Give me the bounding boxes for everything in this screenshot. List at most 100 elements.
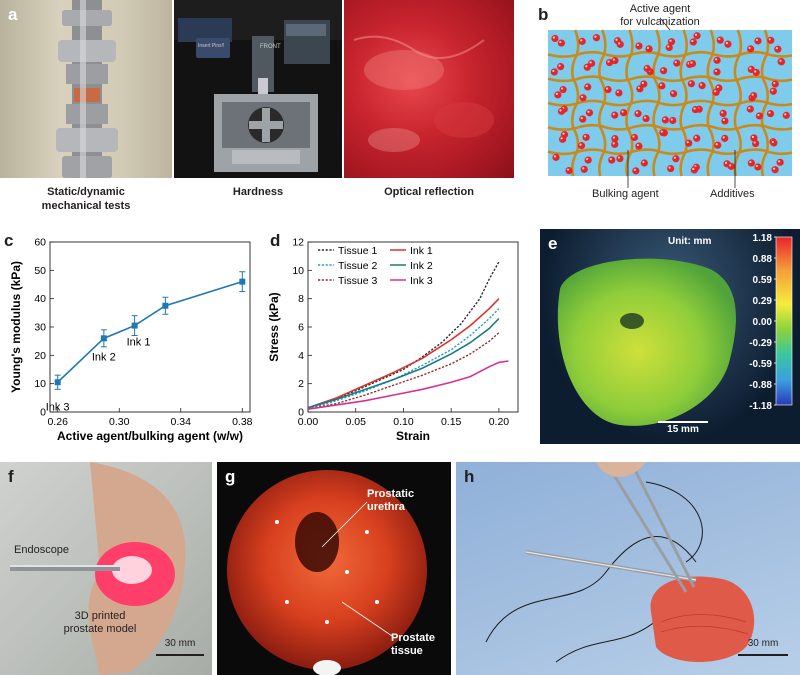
test-rig-image [56,0,118,178]
particle-highlight [686,141,689,144]
ink-annotation: Ink 3 [46,401,70,413]
series-line-tissue-3 [307,332,500,410]
x-tick-label: 0.38 [232,416,253,428]
scale-bar-f [156,654,204,656]
particle-highlight [768,38,771,41]
additive-particle [727,162,735,170]
particle-highlight [580,95,584,98]
ink-annotation: Ink 1 [127,337,151,349]
additive-particle [750,134,758,142]
additive-particle [552,153,560,161]
particle-highlight [579,143,582,146]
additive-particle [640,159,648,167]
network-strand [547,123,793,131]
y-axis-label: Young's modulus (kPa) [9,261,23,393]
additive-particle [559,85,567,94]
particle-highlight [722,118,726,122]
particle-highlight [633,168,636,171]
particle-highlight [718,38,721,41]
endoscope-demo-photo: f Endoscope 3D printed prostate model 30… [0,462,212,675]
additive-particle [630,133,639,142]
particle-highlight [722,136,725,139]
particle-highlight [612,58,616,61]
y-tick-label: 0 [40,407,46,419]
colorbar-tick-label: -0.59 [749,359,772,370]
additive-particle [608,156,616,164]
additive-particle [750,91,758,100]
additive-particle [578,37,586,45]
additive-particle [752,68,760,77]
x-axis-label: Active agent/bulking agent (w/w) [57,429,243,443]
particle-highlight [552,69,555,73]
additive-particle [685,139,693,147]
particle-highlight [716,85,719,89]
prostate-tissue-label: Prostate tissue [391,632,436,658]
particle-highlight [670,118,673,121]
additive-particle [640,80,648,88]
x-tick-label: 0.00 [298,416,319,428]
particle-highlight [637,86,640,89]
x-tick-label: 0.05 [346,416,367,428]
colorbar-tick-label: 0.59 [753,275,773,286]
additive-particle [698,82,706,90]
particle-highlight [699,83,703,86]
panel-label-f: f [8,467,14,486]
additive-particle [713,68,721,76]
series-line [57,280,243,383]
panel-label-b: b [538,5,549,24]
plot-frame [49,241,251,413]
vulcanization-diagram [547,17,793,188]
particle-highlight [585,84,588,88]
additive-particle [643,64,651,73]
particle-highlight [555,92,558,95]
particle-highlight [751,93,754,96]
panel-label-g: g [225,467,236,486]
colorbar: 1.18 0.88 0.59 0.29 0.00 -0.29 -0.59 -0.88 -1.18 [749,233,793,412]
y-tick-label: 2 [298,378,304,390]
particle-highlight [566,168,570,171]
additive-particle [754,37,762,45]
particle-highlight [605,87,609,90]
particle-highlight [771,89,774,92]
series-line-ink-2 [307,317,500,409]
additive-particle [645,45,653,53]
particle-highlight [784,113,787,116]
additive-particle [755,112,764,120]
particle-highlight [553,155,557,158]
particle-highlight [584,135,587,138]
particle-highlight [617,156,621,159]
particle-highlight [635,111,639,114]
additive-particle [632,167,640,175]
additive-particle [635,142,643,150]
additive-particle [615,89,623,97]
additive-particle [672,155,680,163]
panel-label-c: c [4,231,14,250]
particle-highlight [771,140,774,144]
particle-highlight [582,167,585,170]
particle-highlight [552,36,556,39]
additive-particle [616,40,624,48]
hand-model-image [10,462,186,675]
particle-highlight [643,116,647,119]
y-tick-label: 12 [292,237,304,249]
additive-particle [771,166,779,174]
scale-bar [658,421,708,423]
legend-label: Ink 3 [410,275,433,287]
particle-highlight [618,42,621,45]
particle-highlight [751,135,755,139]
particle-highlight [667,45,670,48]
additive-particle [719,109,727,118]
colorbar-tick-label: 0.00 [753,317,773,328]
endoscope-label: Endoscope [14,544,70,556]
data-point [239,278,246,285]
particle-highlight [724,161,728,164]
additive-particle [774,45,782,53]
y-tick-label: 10 [34,378,46,390]
additive-particle [724,40,732,48]
legend-label: Tissue 3 [338,275,377,287]
additive-particle [611,140,619,148]
y-tick-label: 0 [298,407,304,419]
urethra-label: Prostatic urethra [367,488,415,514]
additives-label: Additives [710,188,755,200]
suturing-demo-photo: h 30 mm [456,462,800,675]
